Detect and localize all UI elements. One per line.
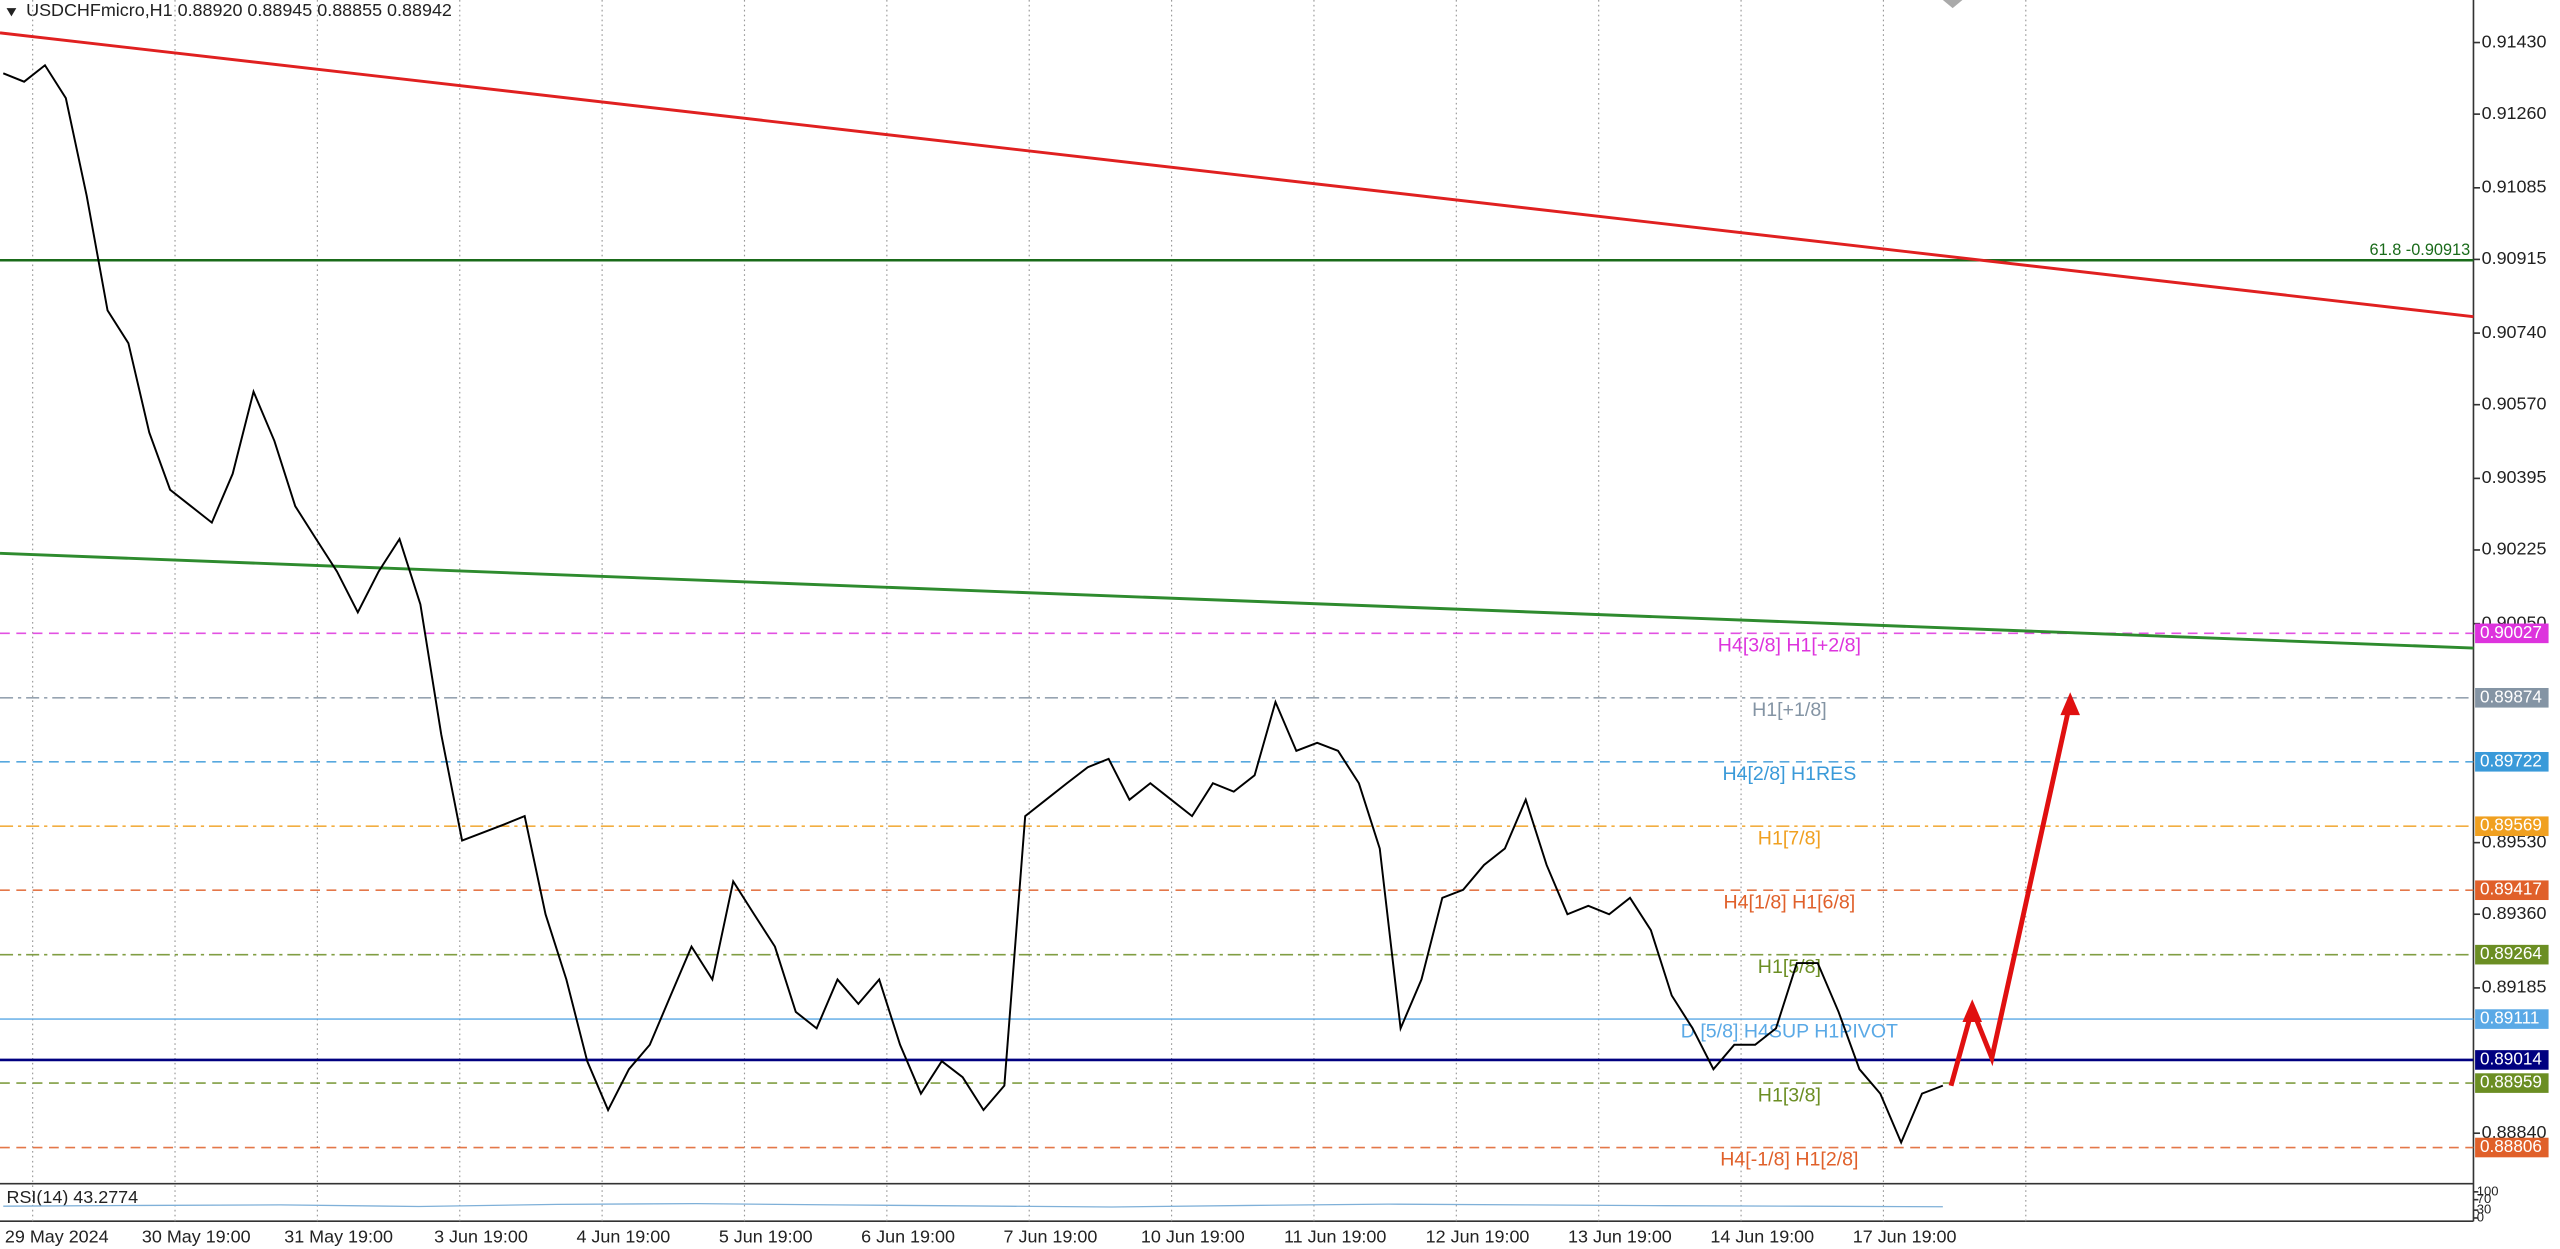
level-label: H1[7/8] <box>1758 827 1821 849</box>
x-tick-label: 17 Jun 19:00 <box>1853 1226 1957 1246</box>
price-tag <box>2475 623 2549 644</box>
menu-arrow[interactable] <box>6 8 17 17</box>
rsi-tick-label: 100 <box>2477 1183 2499 1198</box>
x-tick-label: 12 Jun 19:00 <box>1426 1226 1530 1246</box>
price-tag-label: 0.89874 <box>2480 686 2542 706</box>
price-tag <box>2475 1009 2549 1029</box>
price-tag-label: 0.89014 <box>2480 1048 2542 1068</box>
y-tick-label: 0.90570 <box>2482 393 2547 413</box>
level-label: H1[+1/8] <box>1752 699 1827 721</box>
price-tag <box>2475 1137 2549 1158</box>
price-tag <box>2475 751 2549 772</box>
x-tick-label: 13 Jun 19:00 <box>1568 1226 1672 1246</box>
trendline <box>0 31 2474 319</box>
x-tick-label: 31 May 19:00 <box>284 1226 393 1246</box>
price-tag-label: 0.89417 <box>2480 879 2542 899</box>
price-tag-label: 0.88959 <box>2480 1072 2542 1092</box>
price-tag-label: 0.89722 <box>2480 750 2542 770</box>
y-tick-label: 0.90225 <box>2482 539 2547 559</box>
price-line <box>2 63 1944 1145</box>
arrow-head <box>1962 999 1983 1023</box>
x-tick-label: 4 Jun 19:00 <box>576 1226 670 1246</box>
x-tick-label: 14 Jun 19:00 <box>1710 1226 1814 1246</box>
x-tick-label: 6 Jun 19:00 <box>861 1226 955 1246</box>
arrow-head <box>2060 692 2080 716</box>
price-tag-label: 0.90027 <box>2480 622 2542 642</box>
level-label: H4[2/8] H1RES <box>1722 763 1856 785</box>
price-tag <box>2475 880 2549 901</box>
x-tick-label: 10 Jun 19:00 <box>1141 1226 1245 1246</box>
price-tag <box>2475 1050 2549 1070</box>
price-tag-label: 0.88806 <box>2480 1136 2542 1156</box>
y-tick-label: 0.91260 <box>2482 103 2547 123</box>
y-tick-label: 0.91085 <box>2482 177 2547 197</box>
y-tick-label: 0.89530 <box>2482 831 2547 851</box>
x-tick-label: 30 May 19:00 <box>142 1226 251 1246</box>
y-tick-label: 0.91430 <box>2482 31 2547 51</box>
x-tick-label: 11 Jun 19:00 <box>1284 1226 1386 1246</box>
x-tick-label: 5 Jun 19:00 <box>719 1226 813 1246</box>
price-tag <box>2475 687 2549 708</box>
y-tick-label: 0.89360 <box>2482 903 2547 923</box>
forecast-arrow <box>1948 692 2080 1087</box>
y-tick-label: 0.88840 <box>2482 1122 2547 1142</box>
price-tag <box>2475 944 2549 965</box>
marker <box>1942 0 1963 9</box>
arrow-path <box>1948 701 2073 1087</box>
price-tag-label: 0.89569 <box>2480 815 2542 835</box>
fib-label: 61.8 -0.90913 <box>2370 241 2471 259</box>
price-tag-label: 0.89264 <box>2480 943 2542 963</box>
level-label: H4[1/8] H1[6/8] <box>1724 891 1856 913</box>
y-tick-label: 0.90915 <box>2482 248 2547 268</box>
rsi-tick-label: 0 <box>2477 1209 2484 1224</box>
level-label: H4[3/8] H1[+2/8] <box>1718 635 1861 657</box>
chart-title: USDCHFmicro,H1 0.88920 0.88945 0.88855 0… <box>26 0 452 20</box>
level-label: H1[3/8] <box>1758 1084 1821 1106</box>
y-tick-label: 0.90395 <box>2482 467 2547 487</box>
x-tick-label: 3 Jun 19:00 <box>434 1226 528 1246</box>
rsi-tick-label: 70 <box>2477 1191 2492 1206</box>
price-tag <box>2475 1073 2549 1093</box>
y-tick-label: 0.90740 <box>2482 322 2547 342</box>
price-tag <box>2475 816 2549 837</box>
x-tick-label: 7 Jun 19:00 <box>1004 1226 1098 1246</box>
rsi-line <box>3 1202 1943 1208</box>
rsi-tick-label: 30 <box>2477 1202 2492 1217</box>
rsi-title: RSI(14) 43.2774 <box>7 1187 139 1207</box>
x-tick-label: 29 May 2024 <box>5 1226 109 1246</box>
trendline <box>0 551 2474 650</box>
level-label: H4[-1/8] H1[2/8] <box>1720 1149 1858 1171</box>
y-tick-label: 0.89185 <box>2482 977 2547 997</box>
level-label: H1[5/8] <box>1758 956 1821 978</box>
level-label: D [5/8] H4SUP H1PIVOT <box>1681 1020 1898 1042</box>
price-tag-label: 0.89111 <box>2480 1008 2539 1028</box>
